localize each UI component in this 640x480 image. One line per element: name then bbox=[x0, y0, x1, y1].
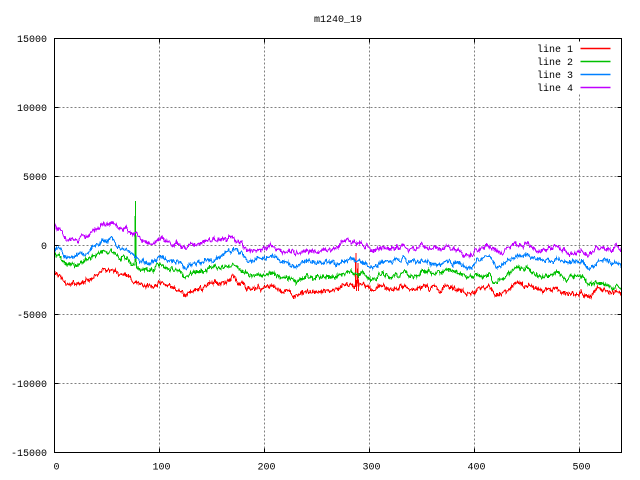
svg-text:-15000: -15000 bbox=[11, 449, 47, 460]
svg-text:10000: 10000 bbox=[17, 104, 47, 115]
svg-text:line 3: line 3 bbox=[537, 70, 573, 82]
svg-text:-10000: -10000 bbox=[11, 380, 47, 391]
svg-text:100: 100 bbox=[152, 463, 170, 474]
svg-text:0: 0 bbox=[41, 242, 47, 253]
svg-text:line 2: line 2 bbox=[537, 57, 573, 69]
svg-text:0: 0 bbox=[53, 463, 59, 474]
svg-text:15000: 15000 bbox=[17, 35, 47, 46]
svg-text:line 1: line 1 bbox=[537, 44, 573, 56]
svg-text:300: 300 bbox=[362, 463, 380, 474]
svg-text:400: 400 bbox=[467, 463, 485, 474]
svg-text:-5000: -5000 bbox=[17, 311, 47, 322]
svg-text:500: 500 bbox=[572, 463, 590, 474]
svg-text:5000: 5000 bbox=[23, 173, 47, 184]
svg-text:200: 200 bbox=[257, 463, 275, 474]
svg-text:m1240_19: m1240_19 bbox=[314, 15, 362, 26]
svg-text:line 4: line 4 bbox=[537, 83, 573, 95]
